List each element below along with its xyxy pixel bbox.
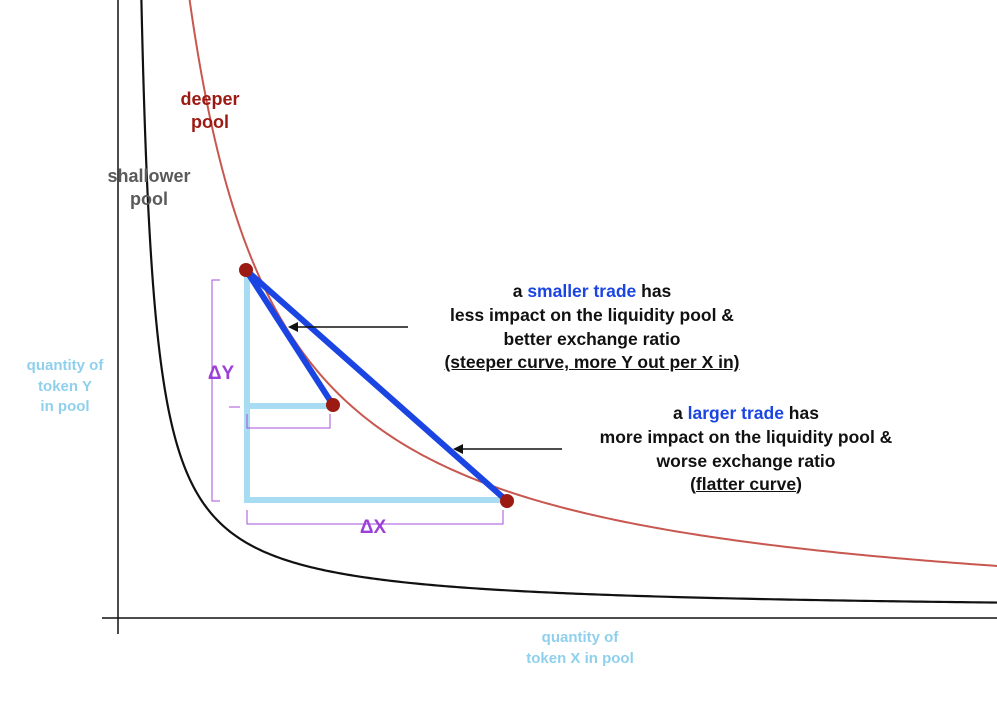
deeper-pool-curve [188, 0, 997, 567]
large-trade-note-line-4: (flatter curve) [690, 474, 802, 495]
large-trade-highlight: larger trade [687, 403, 784, 423]
delta-y-label: ΔY [207, 363, 235, 384]
small-trade-note: a smaller trade has less impact on the l… [392, 280, 792, 375]
delta-y-bracket [211, 279, 220, 502]
large-trade-note: a larger trade has more impact on the li… [546, 402, 946, 497]
large-trade-delta-legs [244, 271, 508, 503]
y-axis-label: quantity of token Y in pool [26, 357, 104, 416]
delta-x-small-bracket [246, 414, 331, 429]
large-trade-note-line-3: worse exchange ratio [656, 450, 836, 471]
small-trade-note-line-3: better exchange ratio [503, 328, 681, 349]
deeper-pool-label: deeper pool [180, 89, 240, 133]
delta-x-label: ΔX [359, 517, 387, 538]
large-trade-line [243, 267, 510, 504]
x-axis-label: quantity of token X in pool [526, 629, 634, 667]
delta-x-bracket [246, 510, 504, 525]
large-trade-note-line-1: a larger trade has [673, 403, 819, 423]
small-trade-note-line-1: a smaller trade has [512, 281, 672, 301]
small-trade-note-line-4: (steeper curve, more Y out per X in) [444, 352, 740, 373]
small-trade-line [243, 267, 336, 408]
small-trade-note-line-2: less impact on the liquidity pool & [450, 304, 734, 325]
start-point [239, 263, 253, 277]
shallower-pool-curve [140, 0, 997, 604]
shallower-pool-label: shallower pool [107, 166, 191, 210]
large-trade-note-line-2: more impact on the liquidity pool & [599, 426, 893, 447]
small-trade-highlight: smaller trade [527, 281, 637, 301]
large-trade-end-point [500, 494, 514, 508]
small-trade-end-point [326, 398, 340, 412]
